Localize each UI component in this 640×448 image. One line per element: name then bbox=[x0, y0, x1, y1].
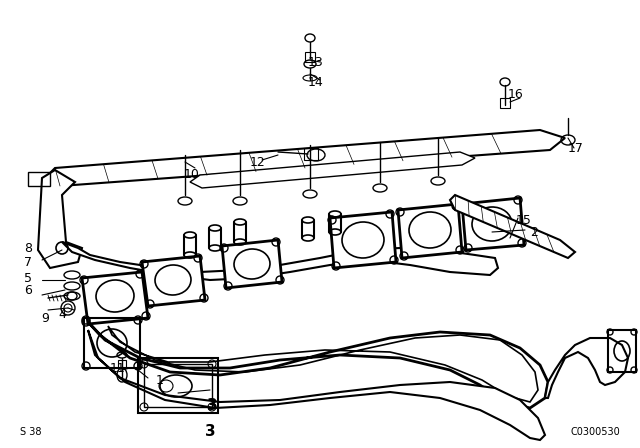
Bar bbox=[608, 330, 636, 372]
Bar bbox=[144, 364, 212, 407]
Text: 6: 6 bbox=[24, 284, 32, 297]
Polygon shape bbox=[450, 195, 575, 258]
Polygon shape bbox=[330, 212, 396, 268]
Text: 8: 8 bbox=[24, 241, 32, 254]
Text: 5: 5 bbox=[24, 271, 32, 284]
Text: 1: 1 bbox=[156, 374, 164, 387]
Text: 15: 15 bbox=[516, 214, 532, 227]
Bar bbox=[500, 98, 510, 108]
Text: 7: 7 bbox=[24, 255, 32, 268]
Polygon shape bbox=[462, 198, 524, 250]
Polygon shape bbox=[45, 130, 565, 186]
Text: 3: 3 bbox=[207, 397, 218, 413]
Polygon shape bbox=[82, 272, 148, 324]
Text: C0300530: C0300530 bbox=[570, 427, 620, 437]
Text: 13: 13 bbox=[308, 56, 324, 69]
Text: 3: 3 bbox=[205, 425, 215, 439]
Text: 17: 17 bbox=[568, 142, 584, 155]
Text: 14: 14 bbox=[308, 76, 324, 89]
Text: 9: 9 bbox=[41, 311, 49, 324]
Bar bbox=[304, 148, 318, 160]
Polygon shape bbox=[142, 256, 205, 306]
Polygon shape bbox=[398, 204, 462, 258]
Text: 2: 2 bbox=[530, 225, 538, 238]
Text: 4: 4 bbox=[58, 309, 66, 322]
Polygon shape bbox=[88, 330, 545, 440]
Text: 11: 11 bbox=[110, 362, 126, 375]
Polygon shape bbox=[88, 322, 548, 408]
Text: 10: 10 bbox=[184, 168, 200, 181]
Polygon shape bbox=[38, 170, 82, 268]
Polygon shape bbox=[190, 152, 475, 188]
Text: 12: 12 bbox=[250, 155, 266, 168]
Bar bbox=[138, 358, 218, 413]
Polygon shape bbox=[222, 240, 282, 288]
Text: 16: 16 bbox=[508, 89, 524, 102]
Polygon shape bbox=[545, 338, 628, 398]
Bar bbox=[28, 172, 50, 186]
Bar bbox=[84, 318, 140, 368]
Polygon shape bbox=[62, 242, 498, 280]
Text: S 38: S 38 bbox=[20, 427, 42, 437]
Bar bbox=[118, 360, 126, 368]
Bar bbox=[305, 52, 315, 62]
